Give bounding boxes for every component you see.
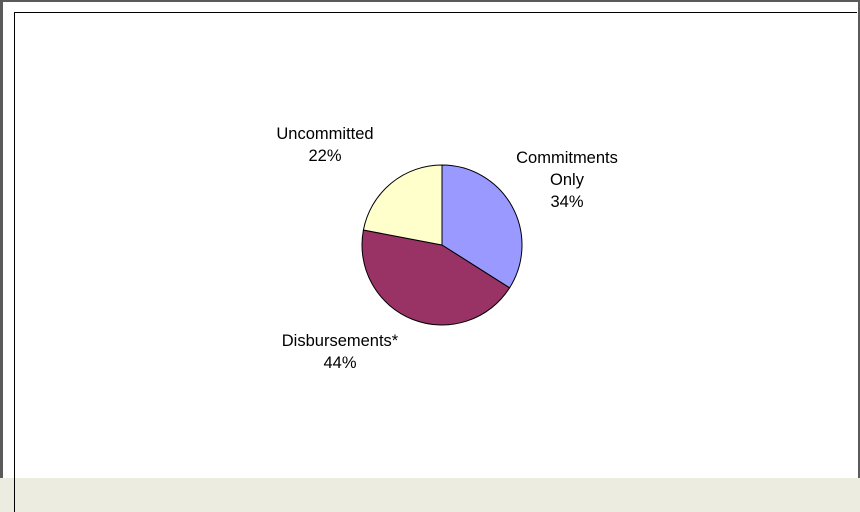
slice-name-label: Disbursements* bbox=[282, 332, 399, 350]
pie-chart: Commitments Only 34% Disbursements* 44% Uncom… bbox=[276, 125, 618, 372]
slice-label-commitments-only: Commitments Only 34% bbox=[516, 149, 618, 211]
frame-left-edge bbox=[0, 0, 3, 478]
slice-label-disbursements: Disbursements* 44% bbox=[282, 332, 399, 372]
slice-name-label: Uncommitted bbox=[276, 125, 373, 143]
slice-percent-label: 44% bbox=[323, 354, 356, 372]
plot-area-border bbox=[14, 12, 857, 512]
frame-top-edge bbox=[0, 0, 860, 2]
slice-percent-label: 34% bbox=[550, 193, 583, 211]
pie-slice-disbursements bbox=[361, 229, 511, 326]
pie-slice-uncommitted bbox=[362, 164, 443, 246]
slice-name-label: Commitments bbox=[516, 149, 618, 167]
slice-name-label: Only bbox=[550, 171, 585, 189]
frame-right-edge bbox=[858, 0, 860, 478]
slice-percent-label: 22% bbox=[308, 147, 341, 165]
slice-label-uncommitted: Uncommitted 22% bbox=[276, 125, 373, 165]
